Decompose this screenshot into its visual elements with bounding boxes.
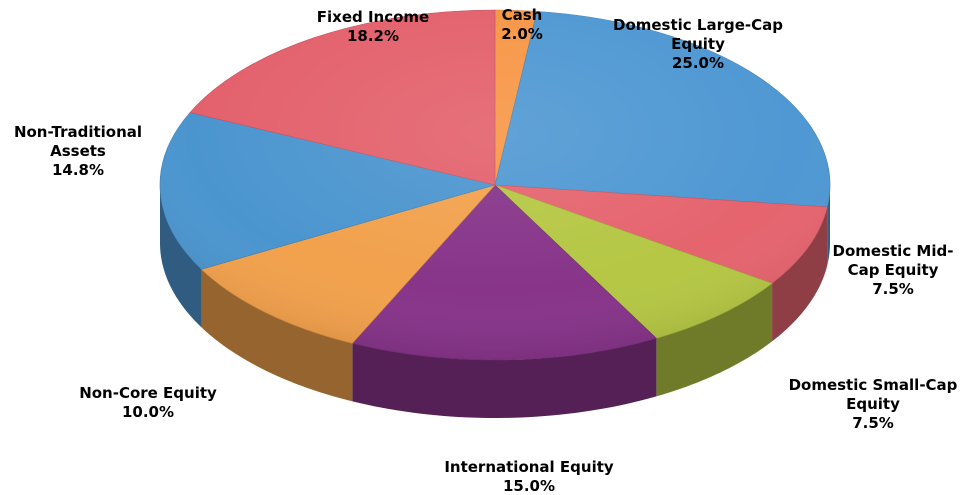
slice-label-line: Cash [502,6,543,24]
slice-label-line: Cap Equity [848,261,939,279]
slice-label-6: Non-Traditional Assets 14.8% [14,123,142,179]
slice-label-line: Equity [846,395,900,413]
slice-label-1: Domestic Large-Cap Equity 25.0% [613,16,783,72]
slice-label-line: International Equity [444,458,614,476]
slice-value: 2.0% [501,25,543,43]
slice-value: 7.5% [852,414,894,432]
pie-side-4 [352,338,657,418]
slice-label-7: Fixed Income 18.2% [317,8,429,45]
slice-label-line: Fixed Income [317,8,429,26]
slice-label-line: Non-Traditional [14,123,142,141]
pie-side-2 [772,206,828,342]
slice-value: 25.0% [672,54,724,72]
slice-label-4: International Equity 15.0% [444,458,614,495]
slice-label-3: Domestic Small-Cap Equity 7.5% [789,376,958,432]
slice-label-line: Domestic Small-Cap [789,376,958,394]
pie-labels: Cash 2.0% Domestic Large-Cap Equity 25.0%Dom… [14,6,958,495]
pie-tops [159,9,831,361]
pie-side-6 [160,185,202,328]
slice-label-line: Equity [671,35,725,53]
slice-label-2: Domestic Mid-Cap Equity 7.5% [833,242,954,298]
slice-value: 7.5% [872,280,914,298]
pie-top-highlight [160,10,830,360]
slice-label-line: Non-Core Equity [79,384,217,402]
slice-label-5: Non-Core Equity 10.0% [79,384,217,421]
slice-label-line: Domestic Large-Cap [613,16,783,34]
slice-label-line: Domestic Mid- [833,242,954,260]
slice-value: 14.8% [52,161,104,179]
pie-side-3 [656,283,773,397]
pie-side-5 [201,269,353,402]
pie-sides [160,185,830,418]
slice-value: 10.0% [122,403,174,421]
slice-label-0: Cash 2.0% [501,6,543,43]
slice-value: 18.2% [347,27,399,45]
slice-label-line: Assets [50,142,106,160]
slice-value: 15.0% [503,477,555,495]
